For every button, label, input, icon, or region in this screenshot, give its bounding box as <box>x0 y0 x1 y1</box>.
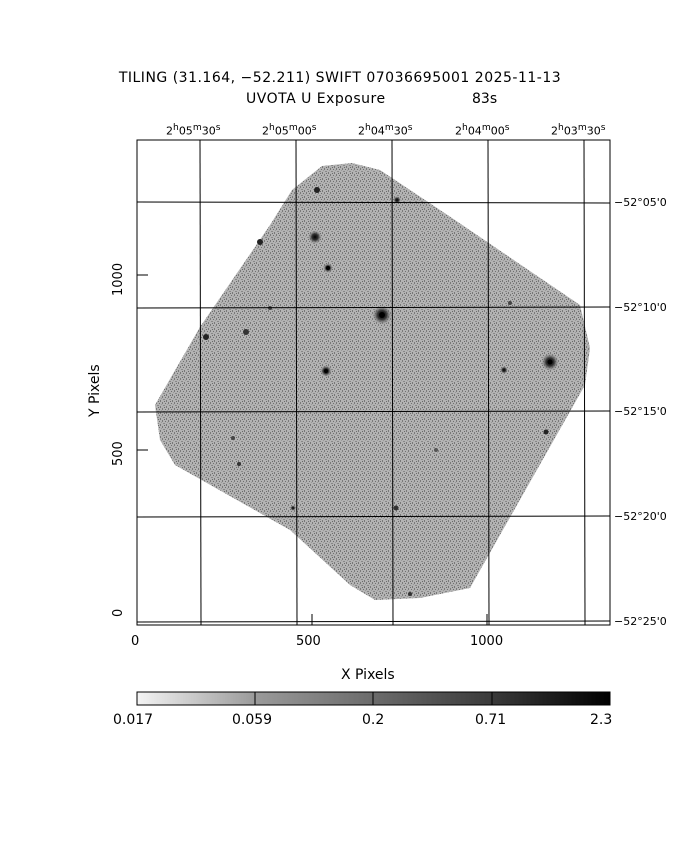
y-tick-label: 0 <box>111 608 126 617</box>
x-pixel-ticks <box>136 614 488 625</box>
y-tick-label: 1000 <box>111 262 126 296</box>
coordinate-grid <box>136 139 611 626</box>
dec-tick-label: −52°05'0 <box>614 196 667 209</box>
y-tick-label: 500 <box>111 441 126 466</box>
dec-tick-label: −52°25'0 <box>614 615 667 628</box>
ra-tick-label: 2h03m30s <box>551 122 606 138</box>
x-tick-label: 500 <box>296 634 321 649</box>
x-tick-label: 0 <box>131 634 140 649</box>
y-pixel-ticks <box>137 274 148 626</box>
colorbar-label: 0.059 <box>232 712 273 728</box>
ra-tick-label: 2h04m00s <box>455 122 510 138</box>
ra-tick-label: 2h05m30s <box>166 122 221 138</box>
dec-tick-label: −52°10'0 <box>614 301 667 314</box>
y-axis-title: Y Pixels <box>87 364 103 417</box>
x-tick-label: 1000 <box>470 634 504 649</box>
plot-frame <box>136 139 611 626</box>
colorbar-label: 0.71 <box>475 712 507 728</box>
x-axis-title: X Pixels <box>341 667 395 683</box>
colorbar-ticks <box>254 692 493 705</box>
ra-tick-label: 2h05m00s <box>262 122 317 138</box>
colorbar-label: 2.3 <box>590 712 613 728</box>
dec-tick-label: −52°20'0 <box>614 510 667 523</box>
plot-title-filter: UVOTA U Exposure <box>246 91 386 107</box>
star-sources <box>203 187 559 596</box>
exposure-footprint <box>155 163 590 600</box>
plot-title-exposure: 83s <box>472 91 498 107</box>
colorbar-label: 0.017 <box>113 712 154 728</box>
colorbar-label: 0.2 <box>362 712 385 728</box>
ra-tick-label: 2h04m30s <box>358 122 413 138</box>
dec-tick-label: −52°15'0 <box>614 405 667 418</box>
plot-title-line1: TILING (31.164, −52.211) SWIFT 070366950… <box>118 70 562 86</box>
